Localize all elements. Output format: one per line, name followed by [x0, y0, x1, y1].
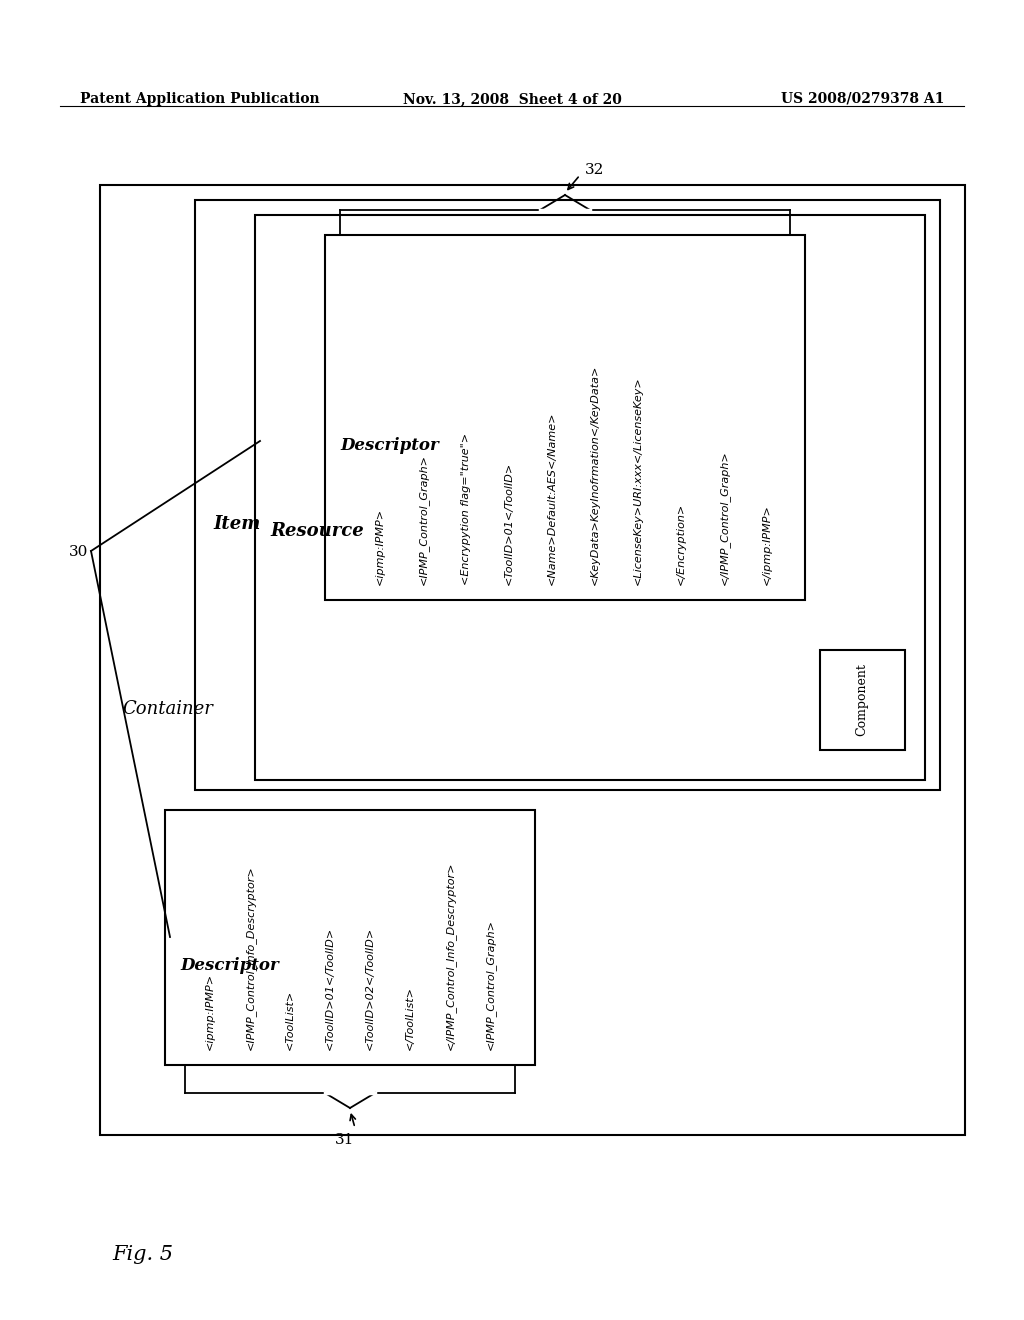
Text: <ToolList>: <ToolList>	[285, 990, 295, 1049]
Text: Item: Item	[213, 515, 260, 533]
Text: Resource: Resource	[270, 521, 364, 540]
Text: Patent Application Publication: Patent Application Publication	[80, 92, 319, 106]
Text: </Encryption>: </Encryption>	[676, 503, 686, 585]
Bar	[100, 185, 965, 1135]
Text: Fig. 5: Fig. 5	[112, 1245, 173, 1265]
Text: <ToolID>01</ToolID>: <ToolID>01</ToolID>	[504, 462, 514, 585]
Bar	[195, 201, 940, 789]
Text: <Name>Default:AES</Name>: <Name>Default:AES</Name>	[547, 412, 557, 585]
Text: <LicenseKey>URI:xxx</LicenseKey>: <LicenseKey>URI:xxx</LicenseKey>	[633, 376, 643, 585]
Bar	[165, 810, 535, 1065]
Text: <KeyData>KeyInofrmation</KeyData>: <KeyData>KeyInofrmation</KeyData>	[590, 364, 600, 585]
Text: <IPMP_Control_Graph>: <IPMP_Control_Graph>	[418, 454, 429, 585]
Text: Nov. 13, 2008  Sheet 4 of 20: Nov. 13, 2008 Sheet 4 of 20	[402, 92, 622, 106]
Text: <IPMP_Control_Graph>: <IPMP_Control_Graph>	[485, 919, 496, 1049]
Text: <ipmp:IPMP>: <ipmp:IPMP>	[375, 508, 385, 585]
Text: </IPMP_Control_Info_Descryptor>: </IPMP_Control_Info_Descryptor>	[445, 862, 456, 1049]
Text: Descriptor: Descriptor	[180, 957, 279, 974]
Text: 30: 30	[69, 545, 88, 558]
Text: Descriptor: Descriptor	[340, 437, 438, 454]
Bar	[255, 215, 925, 780]
Text: <Encrypytion flag="true">: <Encrypytion flag="true">	[461, 433, 471, 585]
Text: US 2008/0279378 A1: US 2008/0279378 A1	[780, 92, 944, 106]
Text: </ipmp:IPMP>: </ipmp:IPMP>	[762, 504, 772, 585]
Text: 31: 31	[335, 1133, 354, 1147]
Text: </IPMP_Control_Graph>: </IPMP_Control_Graph>	[719, 450, 730, 585]
Bar	[820, 649, 905, 750]
Text: Container: Container	[122, 700, 213, 718]
Text: <IPMP_Control_Info_Descryptor>: <IPMP_Control_Info_Descryptor>	[245, 865, 256, 1049]
Text: </ToolList>: </ToolList>	[406, 986, 415, 1049]
Text: <ipmp:IPMP>: <ipmp:IPMP>	[205, 973, 215, 1049]
Text: 32: 32	[586, 162, 605, 177]
Text: <ToolID>02</ToolID>: <ToolID>02</ToolID>	[365, 927, 375, 1049]
Text: <ToolID>01</ToolID>: <ToolID>01</ToolID>	[325, 927, 335, 1049]
Text: Component: Component	[855, 664, 868, 737]
Bar	[325, 235, 805, 601]
